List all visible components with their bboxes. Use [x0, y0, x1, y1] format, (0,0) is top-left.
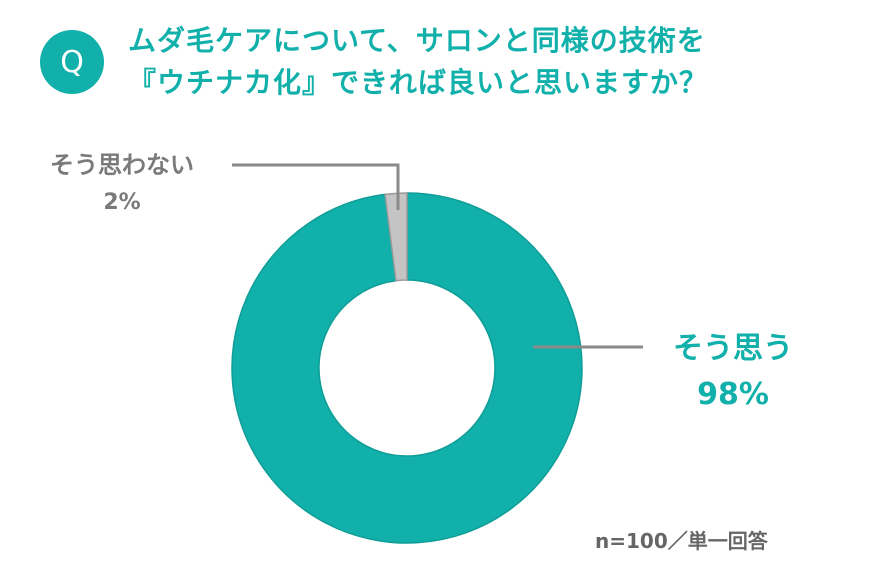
donut-slice-agree [231, 192, 583, 544]
sample-size-note: n=100／単一回答 [595, 529, 768, 553]
data-value-agree: 98% [697, 377, 769, 412]
data-label-disagree: そう思わない [50, 151, 194, 179]
data-label-agree: そう思う [673, 331, 793, 366]
leader-line-disagree [232, 163, 400, 210]
question-badge: Q [40, 30, 104, 94]
question-title-line-2: 『ウチナカ化』できれば良いと思いますか？ [128, 66, 709, 99]
question-title: ムダ毛ケアについて、サロンと同様の技術を 『ウチナカ化』できれば良いと思いますか… [128, 20, 848, 104]
donut-slice-disagree [384, 192, 408, 282]
data-value-disagree: 2% [103, 190, 140, 215]
question-title-line-1: ムダ毛ケアについて、サロンと同様の技術を [128, 24, 706, 57]
